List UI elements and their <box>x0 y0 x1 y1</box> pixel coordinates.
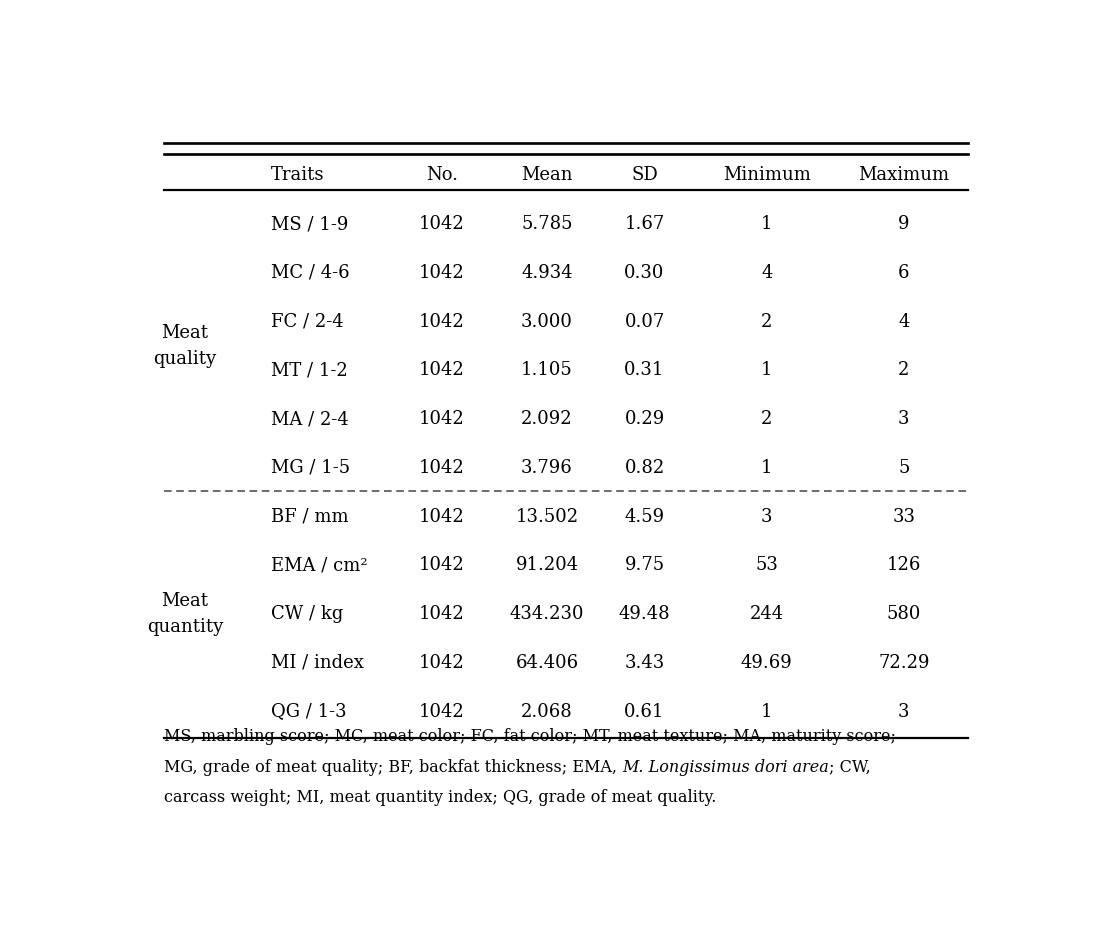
Text: 49.48: 49.48 <box>618 604 670 622</box>
Text: 4: 4 <box>761 263 773 281</box>
Text: 244: 244 <box>750 604 784 622</box>
Text: QG / 1-3: QG / 1-3 <box>270 701 347 719</box>
Text: CW / kg: CW / kg <box>270 604 343 622</box>
Text: MA / 2-4: MA / 2-4 <box>270 410 349 428</box>
Text: BF / mm: BF / mm <box>270 507 348 525</box>
Text: 1042: 1042 <box>418 507 465 525</box>
Text: 1042: 1042 <box>418 215 465 233</box>
Text: carcass weight; MI, meat quantity index; QG, grade of meat quality.: carcass weight; MI, meat quantity index;… <box>163 788 716 805</box>
Text: 5: 5 <box>898 458 910 477</box>
Text: 1042: 1042 <box>418 604 465 622</box>
Text: 3.43: 3.43 <box>625 653 665 671</box>
Text: 72.29: 72.29 <box>878 653 930 671</box>
Text: 2.092: 2.092 <box>521 410 573 428</box>
Text: 3: 3 <box>761 507 773 525</box>
Text: 2: 2 <box>761 312 773 330</box>
Text: 0.29: 0.29 <box>625 410 665 428</box>
Text: 6: 6 <box>898 263 910 281</box>
Text: 1.67: 1.67 <box>625 215 665 233</box>
Text: 2: 2 <box>761 410 773 428</box>
Text: Traits: Traits <box>270 165 325 183</box>
Text: Minimum: Minimum <box>723 165 810 183</box>
Text: MG / 1-5: MG / 1-5 <box>270 458 350 477</box>
Text: 0.31: 0.31 <box>625 361 665 379</box>
Text: No.: No. <box>426 165 458 183</box>
Text: 4: 4 <box>898 312 910 330</box>
Text: 53: 53 <box>755 556 778 574</box>
Text: MS, marbling score; MC, meat color; FC, fat color; MT, meat texture; MA, maturit: MS, marbling score; MC, meat color; FC, … <box>163 727 895 744</box>
Text: 33: 33 <box>892 507 915 525</box>
Text: 3.796: 3.796 <box>521 458 573 477</box>
Text: 3: 3 <box>898 410 910 428</box>
Text: 9: 9 <box>898 215 910 233</box>
Text: 580: 580 <box>887 604 921 622</box>
Text: 1: 1 <box>761 458 773 477</box>
Text: Meat
quantity: Meat quantity <box>147 591 223 635</box>
Text: 13.502: 13.502 <box>516 507 578 525</box>
Text: 1: 1 <box>761 701 773 719</box>
Text: 9.75: 9.75 <box>625 556 665 574</box>
Text: 49.69: 49.69 <box>741 653 793 671</box>
Text: Maximum: Maximum <box>858 165 949 183</box>
Text: 5.785: 5.785 <box>521 215 573 233</box>
Text: SD: SD <box>631 165 658 183</box>
Text: 1042: 1042 <box>418 410 465 428</box>
Text: 2.068: 2.068 <box>521 701 573 719</box>
Text: ; CW,: ; CW, <box>828 758 870 775</box>
Text: 1042: 1042 <box>418 263 465 281</box>
Text: MT / 1-2: MT / 1-2 <box>270 361 348 379</box>
Text: 0.07: 0.07 <box>625 312 665 330</box>
Text: 91.204: 91.204 <box>516 556 578 574</box>
Text: 0.82: 0.82 <box>625 458 665 477</box>
Text: 1042: 1042 <box>418 701 465 719</box>
Text: 0.61: 0.61 <box>625 701 665 719</box>
Text: 1.105: 1.105 <box>521 361 573 379</box>
Text: Meat
quality: Meat quality <box>153 324 216 368</box>
Text: 4.59: 4.59 <box>625 507 665 525</box>
Text: 0.30: 0.30 <box>625 263 665 281</box>
Text: 1042: 1042 <box>418 312 465 330</box>
Text: 1042: 1042 <box>418 556 465 574</box>
Text: 3: 3 <box>898 701 910 719</box>
Text: 3.000: 3.000 <box>521 312 573 330</box>
Text: 64.406: 64.406 <box>516 653 578 671</box>
Text: 1042: 1042 <box>418 361 465 379</box>
Text: M. Longissimus dori area: M. Longissimus dori area <box>622 758 828 775</box>
Text: MC / 4-6: MC / 4-6 <box>270 263 349 281</box>
Text: MI / index: MI / index <box>270 653 363 671</box>
Text: 126: 126 <box>887 556 921 574</box>
Text: 1: 1 <box>761 361 773 379</box>
Text: MS / 1-9: MS / 1-9 <box>270 215 348 233</box>
Text: EMA / cm²: EMA / cm² <box>270 556 368 574</box>
Text: 1042: 1042 <box>418 653 465 671</box>
Text: Mean: Mean <box>521 165 573 183</box>
Text: 1: 1 <box>761 215 773 233</box>
Text: 2: 2 <box>898 361 910 379</box>
Text: 1042: 1042 <box>418 458 465 477</box>
Text: 4.934: 4.934 <box>521 263 573 281</box>
Text: 434.230: 434.230 <box>510 604 584 622</box>
Text: MG, grade of meat quality; BF, backfat thickness; EMA,: MG, grade of meat quality; BF, backfat t… <box>163 758 622 775</box>
Text: FC / 2-4: FC / 2-4 <box>270 312 343 330</box>
